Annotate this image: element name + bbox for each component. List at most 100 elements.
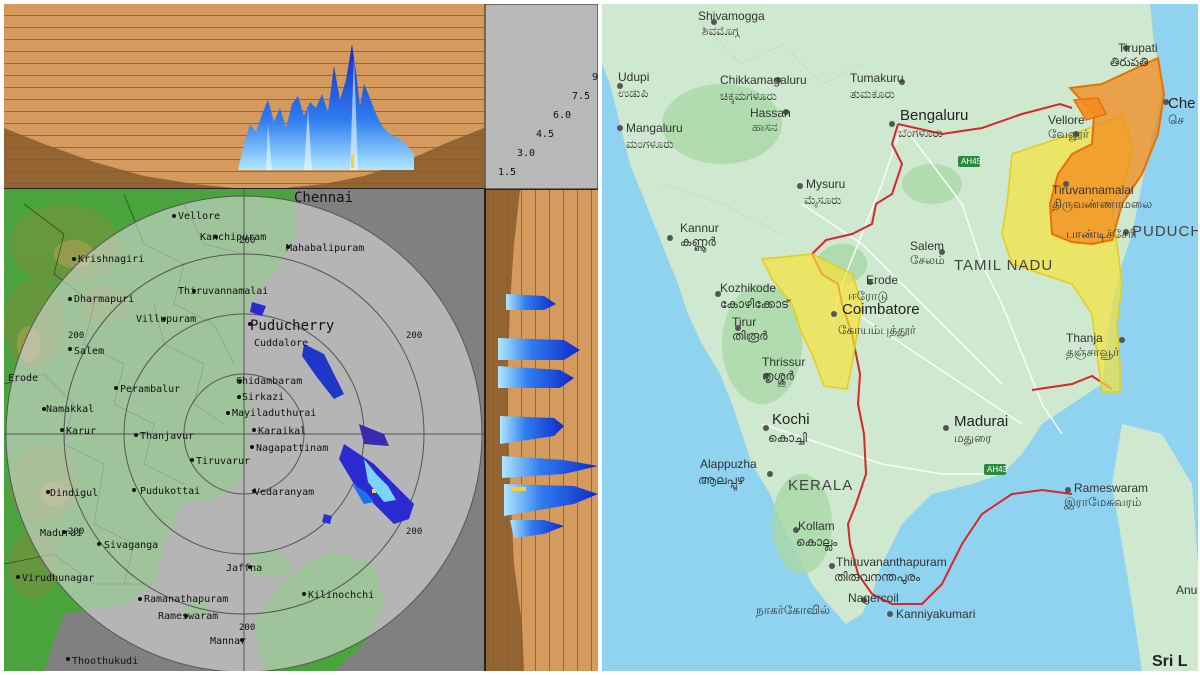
place-label: Tirur	[732, 315, 756, 329]
place-label: Pudukottai	[140, 486, 200, 497]
place-label: Kanniyakumari	[896, 607, 975, 621]
place-label: இராமேசுவரம்	[1064, 495, 1141, 510]
place-label: Thiruvananthapuram	[836, 555, 947, 569]
place-label: சேலம்	[910, 253, 945, 267]
range-ring-label: 200	[68, 331, 84, 341]
scale-corner	[485, 4, 598, 189]
place-label: കോഴിക്കോട്	[720, 297, 791, 311]
place-label: Coimbatore	[842, 301, 920, 318]
place-label: Cuddalore	[254, 338, 308, 349]
place-label: Rameswaram	[1074, 481, 1148, 495]
place-label: കൊച്ചി	[768, 431, 807, 445]
range-ring-label: 200	[68, 527, 84, 537]
place-label: தஞ்சாவூர்	[1066, 345, 1120, 360]
place-label: തിരൂർ	[732, 329, 768, 343]
region-label: PUDUCHE	[1132, 223, 1198, 240]
place-label: ಬೆಂಗಳೂರು	[898, 126, 943, 140]
place-label: കൊല്ലം	[796, 535, 838, 551]
place-label: Anu	[1176, 583, 1197, 597]
place-label: Salem	[74, 346, 104, 357]
place-label: Perambalur	[120, 384, 180, 395]
place-label: Tirupati	[1118, 41, 1158, 55]
place-label: ಚಿಕ್ಕಮಗಳೂರು	[720, 89, 777, 104]
place-label: Erode	[8, 373, 38, 384]
place-label: Shivamogga	[698, 9, 765, 23]
yellow-alert-west	[760, 253, 863, 390]
place-label: Kilinochchi	[308, 590, 374, 601]
place-label: திருவண்ணாமலை	[1052, 197, 1152, 212]
alert-map: AH45 AH43 Shivamogga ಶಿವಮೊಗ್ಗ Tirupati త…	[602, 4, 1198, 671]
place-label: കണ്ണൂർ	[680, 235, 716, 252]
place-label: Dindigul	[50, 488, 98, 499]
state-label: KERALA	[788, 477, 853, 494]
place-label: Mayiladuthurai	[232, 408, 316, 419]
place-label: Kollam	[798, 519, 835, 533]
side-profile-echoes	[498, 294, 598, 538]
height-profile-echoes	[238, 44, 414, 170]
scale-label: 7.5	[572, 91, 590, 102]
place-label: Dharmapuri	[74, 294, 134, 305]
place-label: Kozhikode	[720, 281, 776, 295]
place-label: Erode	[866, 273, 898, 287]
place-label: Nagercoil	[848, 591, 899, 605]
place-label: Salem	[910, 239, 944, 253]
scale-label: 4.5	[536, 129, 554, 140]
place-label: തിരുവനന്തപുരം	[834, 570, 921, 585]
place-label: Tiruvannamalai	[1052, 183, 1134, 197]
range-ring-label: 200	[239, 236, 255, 246]
place-label: Sivaganga	[104, 540, 158, 551]
scale-label: 3.0	[517, 148, 535, 159]
place-label: Mannar	[210, 636, 246, 647]
place-label: Hassan	[750, 106, 791, 120]
place-label: തൃശ്ശൂർ	[762, 369, 795, 386]
road-shield-ah43	[984, 464, 1006, 475]
place-label: Ramanathapuram	[144, 594, 228, 605]
place-label: Thrissur	[762, 355, 805, 369]
place-label: Chidambaram	[236, 376, 302, 387]
place-label: ಮಂಗಳೂರು	[626, 137, 674, 151]
road-label: AH43	[987, 465, 1008, 474]
place-label: Krishnagiri	[78, 254, 144, 265]
place-label: తిరుపతి	[1110, 55, 1149, 69]
place-label: Kochi	[772, 411, 810, 428]
place-label: Che	[1168, 95, 1196, 112]
road-shield-ah45	[958, 156, 980, 167]
radar-echoes	[250, 302, 414, 524]
place-label: Karaikal	[258, 426, 306, 437]
map-panel: AH45 AH43 Shivamogga ಶಿವಮೊಗ್ಗ Tirupati త…	[602, 4, 1198, 671]
place-label: ആലപ്പുഴ	[698, 473, 745, 491]
place-label: Virudhunagar	[22, 573, 94, 584]
range-ring-label: 200	[406, 331, 422, 341]
place-label: ಉಡುಪಿ	[618, 86, 649, 100]
place-label: Tiruvarur	[196, 456, 250, 467]
place-label: ಮೈಸೂರು	[804, 193, 842, 208]
place-label: Kanchipuram	[200, 232, 266, 243]
place-label: Madurai	[954, 413, 1008, 430]
place-label: Puducherry	[250, 318, 334, 334]
place-label: ಶಿವಮೊಗ್ಗ	[702, 24, 740, 38]
place-label: Bengaluru	[900, 107, 968, 124]
scale-label: 9	[592, 72, 598, 83]
place-label: Chennai	[294, 190, 353, 206]
place-label: Sirkazi	[242, 392, 284, 403]
country-label: Sri L	[1152, 653, 1188, 670]
radar-image: 9 7.5 6.0 4.5 3.0 1.5	[4, 4, 598, 671]
place-label: Madurai	[40, 528, 82, 539]
road-label: AH45	[961, 157, 982, 166]
place-label: Vellore	[178, 211, 220, 222]
place-label: Udupi	[618, 70, 649, 84]
place-label: Thanjavur	[140, 431, 194, 442]
place-label: நாகர்கோவில்	[756, 603, 830, 617]
place-label: ತುಮಕೂರು	[850, 87, 895, 101]
place-label: Vedaranyam	[254, 487, 314, 498]
place-label: Tumakuru	[850, 71, 904, 85]
place-label: Thoothukudi	[72, 656, 138, 667]
place-label: ஈரோடு	[848, 289, 888, 303]
place-label: Nagapattinam	[256, 443, 328, 454]
place-label: Rameswaram	[158, 611, 218, 622]
place-label: வேலூர்	[1048, 127, 1090, 142]
radar-panel: 9 7.5 6.0 4.5 3.0 1.5	[4, 4, 598, 671]
place-label: Villupuram	[136, 314, 196, 325]
place-label: Mangaluru	[626, 121, 683, 135]
place-label: Namakkal	[46, 404, 94, 415]
